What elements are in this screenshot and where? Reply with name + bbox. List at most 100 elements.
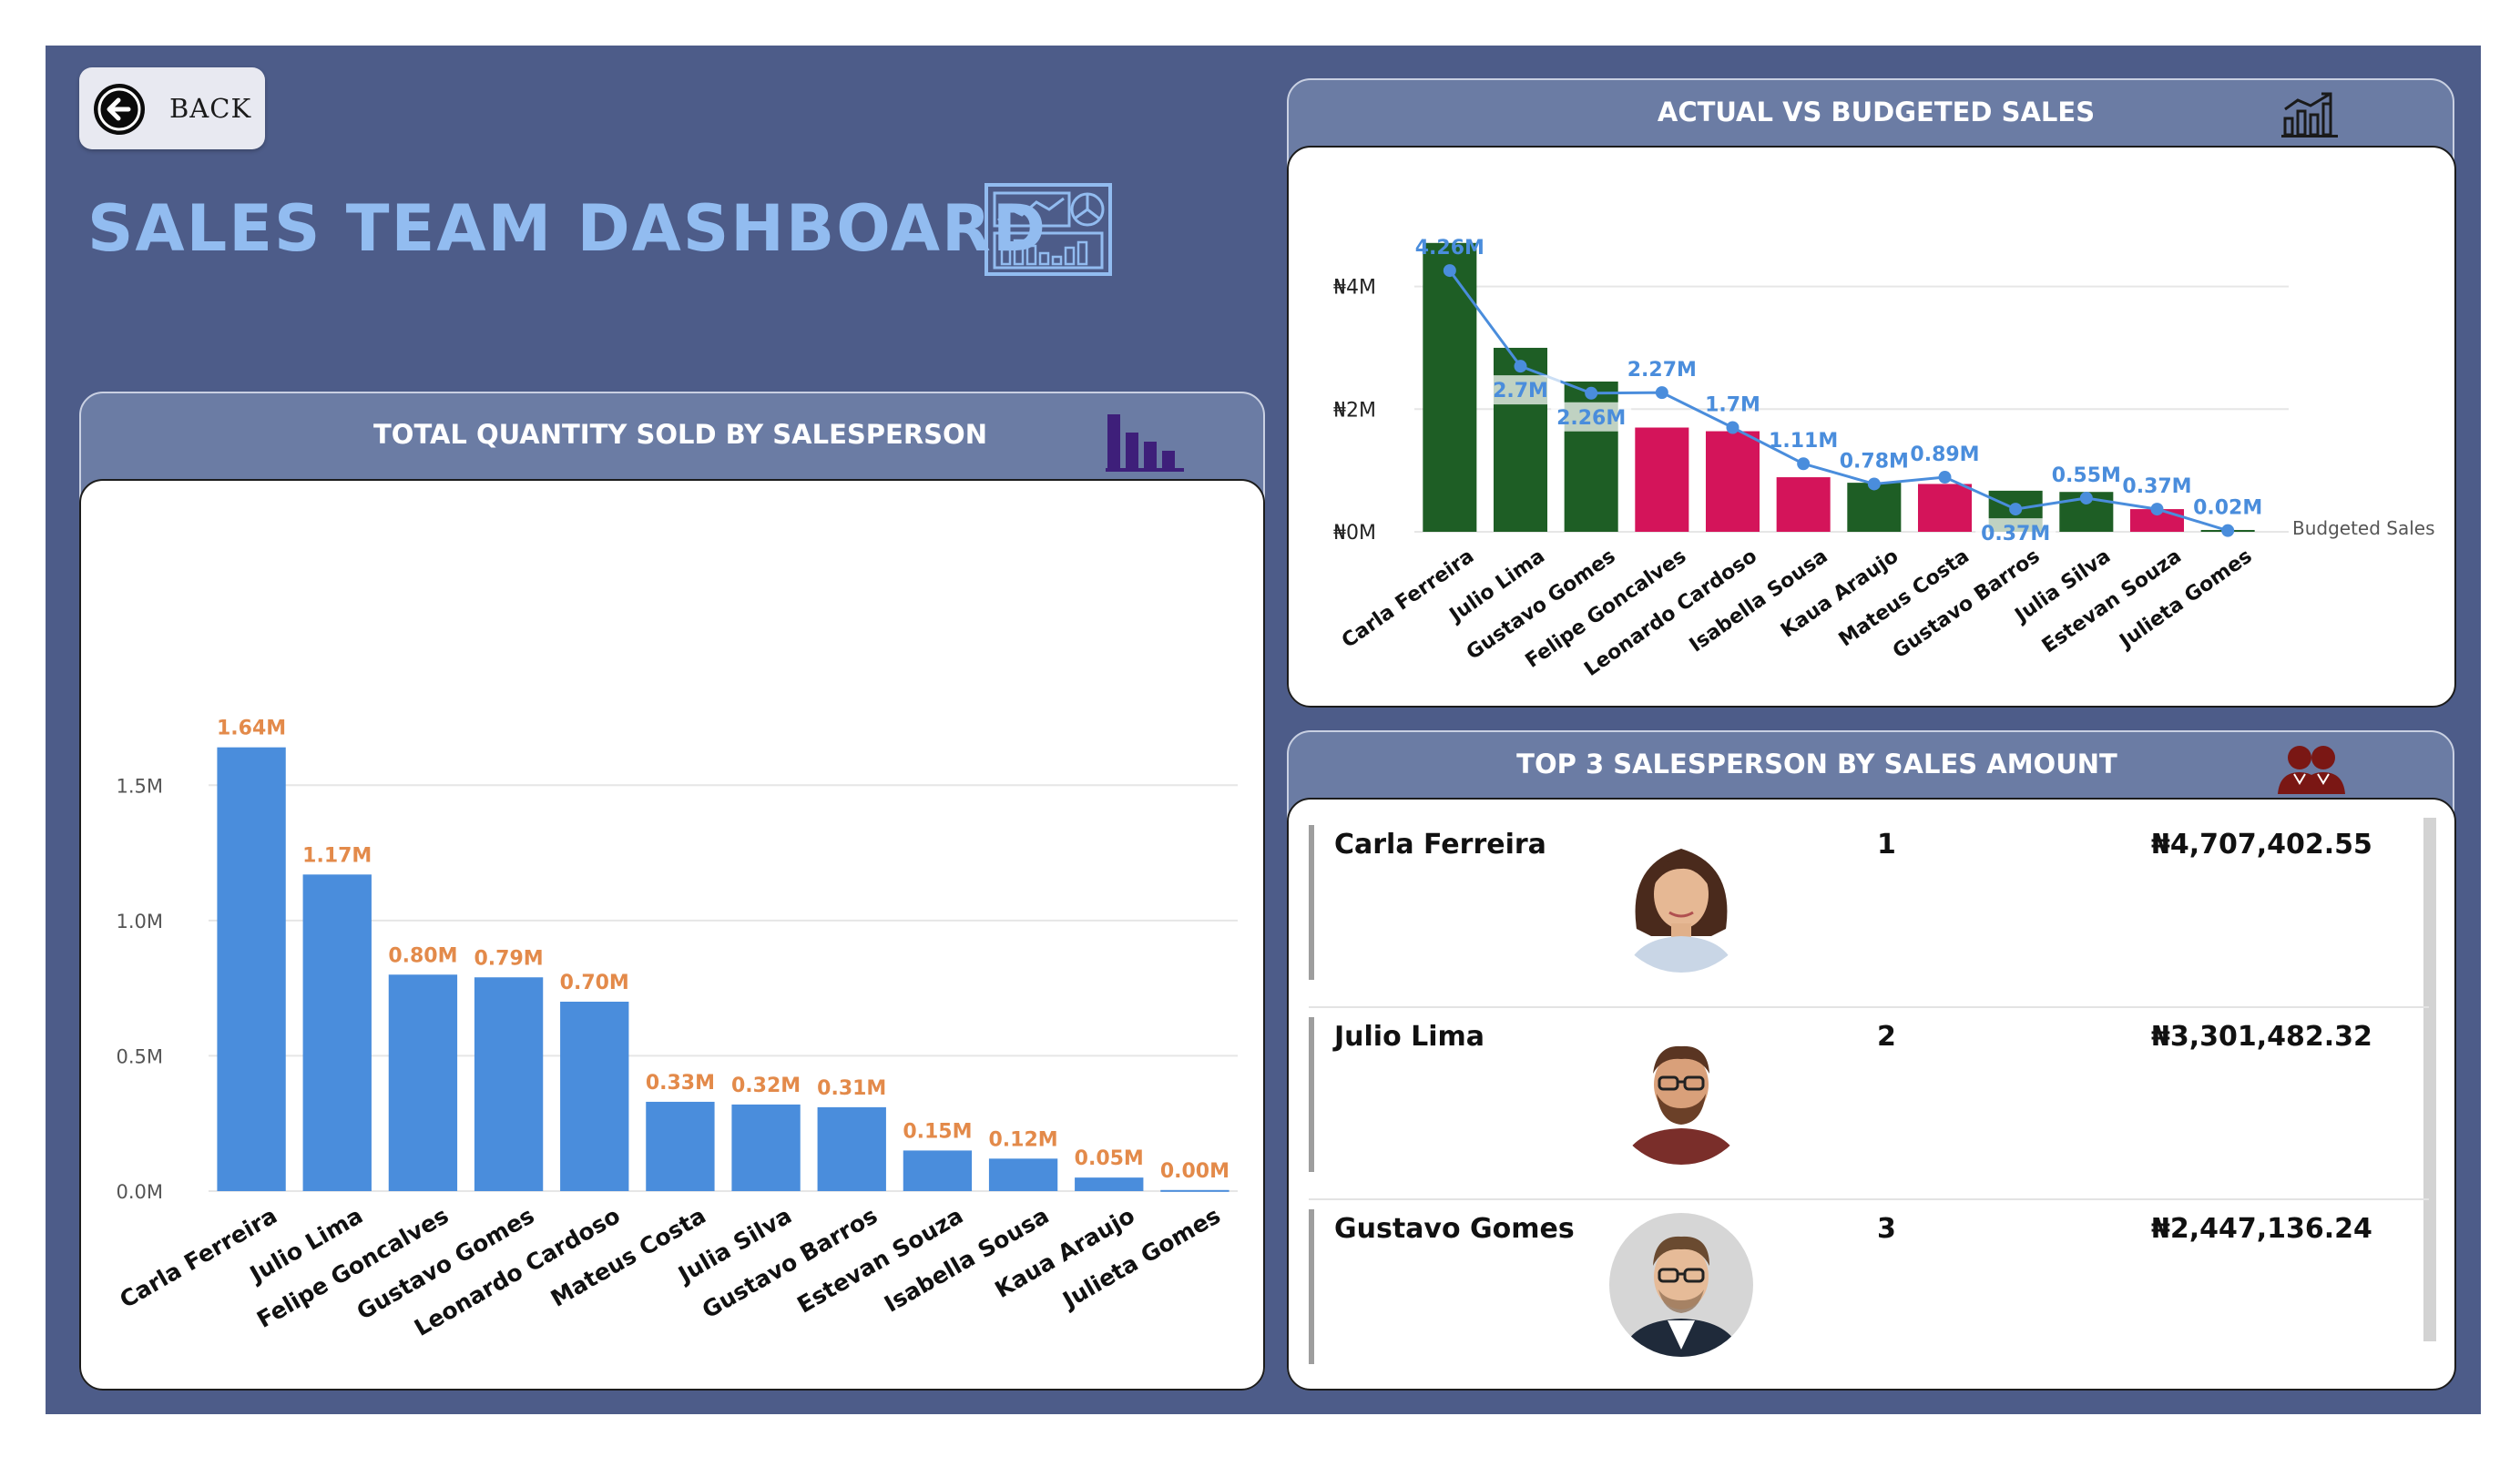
bar-felipe-goncalves [388, 974, 458, 1191]
top3-row-1: Carla Ferreira 1 ₦4,707,402.55 [1309, 818, 2429, 1008]
label-bg [1551, 402, 1632, 432]
budget-data-label: 1.11M [1769, 430, 1838, 453]
budget-point [2009, 503, 2023, 516]
actual-vs-budget-title: ACTUAL VS BUDGETED SALES [1657, 97, 2096, 127]
budget-line [1448, 270, 2229, 533]
data-label: 0.15M [903, 1120, 972, 1143]
top3-amount: ₦3,301,482.32 [2151, 1021, 2372, 1053]
data-label: 0.80M [388, 944, 457, 967]
budget-data-label: 4.26M [1415, 237, 1484, 260]
x-tick-label: Mateus Costa [546, 1202, 710, 1312]
y-tick-label: 1.0M [116, 911, 163, 932]
people-icon [2278, 746, 2345, 794]
dashboard-canvas: BACK SALES TEAM DASHBOARD TOTAL QUANTITY… [46, 46, 2481, 1414]
budget-point [1443, 264, 1456, 278]
x-tick-label: Carla Ferreira [1338, 545, 1478, 652]
y-tick-label: ₦2M [1333, 399, 1376, 422]
label-bg [1480, 375, 1561, 405]
budget-data-label: 0.89M [1910, 443, 1979, 466]
actual-bar-carla-ferreira [1423, 242, 1477, 532]
budget-point [2221, 524, 2235, 537]
top3-amount: ₦2,447,136.24 [2151, 1213, 2372, 1245]
top3-rank: 1 [1877, 829, 1896, 861]
budget-data-label: 2.27M [1627, 359, 1697, 382]
bar-julieta-gomes [1160, 1189, 1229, 1192]
top3-row-3: Gustavo Gomes 3 ₦2,447,136. [1309, 1202, 2429, 1384]
avatar-julio-lima [1609, 1021, 1753, 1165]
dashboard-icon [985, 183, 1112, 276]
bar-kaua-araujo [1075, 1177, 1144, 1191]
budget-point [1726, 421, 1740, 434]
actual-bar-mateus-costa [1917, 484, 1973, 532]
bar-julia-silva [731, 1104, 801, 1191]
back-arrow-icon [94, 84, 145, 135]
bar-gustavo-gomes [474, 977, 544, 1191]
budget-point [1655, 386, 1668, 400]
quantity-panel-title: TOTAL QUANTITY SOLD BY SALESPERSON [373, 419, 987, 450]
budget-data-label: 0.37M [2122, 475, 2191, 498]
top3-panel: TOP 3 SALESPERSON BY SALES AMOUNT Carla … [1287, 730, 2456, 1391]
actual-vs-budget-chart-area: ₦0M ₦2M ₦4M Carla Ferreira Julio Lima Gustavo… [1287, 146, 2456, 708]
y-tick-label: 0.5M [116, 1045, 163, 1067]
quantity-panel: TOTAL QUANTITY SOLD BY SALESPERSON 0.0M 0… [79, 392, 1265, 1391]
row-indicator [1309, 1209, 1314, 1364]
y-tick-label: 0.0M [116, 1181, 163, 1203]
budget-data-label: 0.02M [2193, 497, 2262, 520]
data-label: 0.70M [560, 972, 629, 994]
bar-gustavo-barros [817, 1106, 886, 1191]
bar-leonardo-cardoso [560, 1002, 629, 1191]
budget-point [2150, 503, 2164, 516]
label-bg [1975, 518, 2056, 548]
actual-bar-isabella-sousa [1776, 477, 1831, 532]
data-label: 1.64M [217, 718, 286, 740]
top3-row-2: Julio Lima 2 ₦3,301,482.32 [1309, 1010, 2429, 1200]
bar-estevan-souza [903, 1150, 973, 1191]
avatar-carla-ferreira [1609, 829, 1753, 973]
budget-point [1585, 386, 1598, 400]
actual-bar-felipe-goncalves [1635, 427, 1689, 532]
row-indicator [1309, 1017, 1314, 1172]
top3-list: Carla Ferreira 1 ₦4,707,402.55 [1287, 798, 2456, 1391]
budget-data-label: 0.55M [2052, 464, 2121, 487]
top3-rank: 3 [1877, 1213, 1896, 1245]
data-label: 0.33M [646, 1072, 715, 1095]
data-label: 0.00M [1160, 1160, 1229, 1183]
top3-amount: ₦4,707,402.55 [2151, 829, 2372, 861]
data-label: 0.12M [988, 1128, 1057, 1151]
bar-mateus-costa [646, 1101, 715, 1191]
data-label: 0.05M [1075, 1147, 1144, 1170]
quantity-chart-area: 0.0M 0.5M 1.0M 1.5M 1.64M Carla Ferreira 1.17M… [79, 479, 1265, 1391]
avatar-gustavo-gomes [1609, 1213, 1753, 1357]
back-button[interactable]: BACK [79, 67, 265, 149]
top3-name: Carla Ferreira [1334, 829, 1546, 861]
row-indicator [1309, 825, 1314, 980]
actual-bar-leonardo-cardoso [1705, 431, 1760, 532]
data-label: 1.17M [302, 844, 372, 867]
bar-carla-ferreira [217, 747, 286, 1191]
x-tick-label: Julieta Gomes [1056, 1202, 1225, 1314]
top3-name: Gustavo Gomes [1334, 1213, 1575, 1245]
growth-chart-icon [2281, 92, 2338, 138]
budget-point [1514, 360, 1527, 373]
row-separator [1309, 1198, 2429, 1200]
budget-data-label: 2.7M [1493, 380, 1548, 402]
budget-data-label: 2.26M [1556, 407, 1626, 430]
y-tick-label: ₦0M [1333, 522, 1376, 545]
top3-panel-title: TOP 3 SALESPERSON BY SALES AMOUNT [1516, 749, 2117, 779]
budget-data-label: 0.37M [1981, 523, 2050, 545]
budget-point [2079, 491, 2093, 504]
top3-rank: 2 [1877, 1021, 1896, 1053]
bar-isabella-sousa [988, 1158, 1058, 1191]
y-tick-label: 1.5M [116, 775, 163, 797]
bar-julio-lima [302, 874, 372, 1191]
x-tick-label: Kaua Araujo [1777, 545, 1903, 642]
budget-data-label: 0.78M [1840, 450, 1909, 473]
budget-data-label: 1.7M [1705, 394, 1760, 417]
budget-point [1938, 471, 1952, 484]
top3-scrollbar[interactable] [2423, 818, 2436, 1341]
data-label: 0.32M [731, 1075, 801, 1097]
budget-point [1797, 457, 1811, 471]
legend-budgeted-sales: Budgeted Sales [2292, 517, 2435, 539]
